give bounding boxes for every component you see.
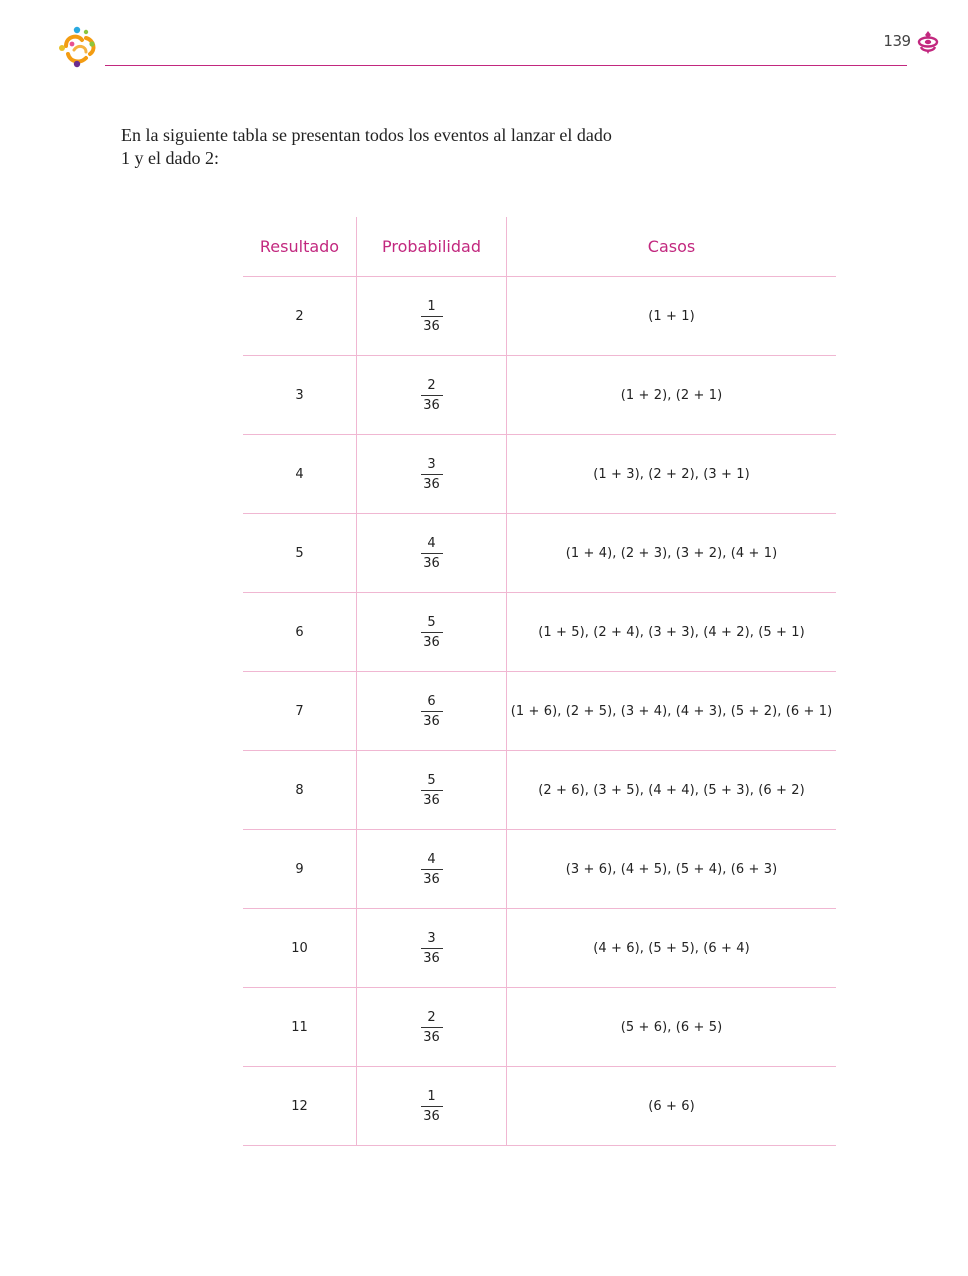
header-divider: [105, 65, 907, 66]
probability-cell: 6 36: [356, 671, 507, 751]
fraction-bar: [420, 868, 443, 870]
fraction-numerator: 5: [427, 614, 436, 630]
cases-cell: (3 + 6), (4 + 5), (5 + 4), (6 + 3): [506, 829, 836, 909]
table-row: 7 6 36 (1 + 6), (2 + 5), (3 + 4), (4 + 3), …: [243, 671, 836, 751]
cases-cell: (1 + 3), (2 + 2), (3 + 1): [506, 434, 836, 514]
table-row: 3 2 36 (1 + 2), (2 + 1): [243, 355, 836, 435]
fraction-bar: [420, 631, 443, 633]
header-resultado: Resultado: [243, 217, 357, 277]
fraction-denominator: 36: [423, 476, 440, 492]
probability-fraction: 2 36: [420, 378, 444, 413]
probability-fraction: 1 36: [420, 299, 444, 334]
probability-cell: 5 36: [356, 592, 507, 672]
table-row: 12 1 36 (6 + 6): [243, 1066, 836, 1146]
cases-cell: (1 + 5), (2 + 4), (3 + 3), (4 + 2), (5 +…: [506, 592, 836, 672]
cases-cell: (1 + 2), (2 + 1): [506, 355, 836, 435]
probability-fraction: 2 36: [420, 1010, 444, 1045]
fraction-numerator: 3: [427, 930, 436, 946]
probability-fraction: 5 36: [420, 615, 444, 650]
probability-fraction: 3 36: [420, 931, 444, 966]
page-number: 139: [883, 32, 911, 50]
result-cell: 6: [243, 592, 357, 672]
fraction-numerator: 6: [427, 693, 436, 709]
probability-fraction: 1 36: [420, 1089, 444, 1124]
probability-cell: 3 36: [356, 908, 507, 988]
probability-cell: 4 36: [356, 829, 507, 909]
fraction-numerator: 4: [427, 535, 436, 551]
probability-fraction: 4 36: [420, 536, 444, 571]
cases-cell: (1 + 6), (2 + 5), (3 + 4), (4 + 3), (5 +…: [506, 671, 836, 751]
cases-cell: (2 + 6), (3 + 5), (4 + 4), (5 + 3), (6 +…: [506, 750, 836, 830]
cases-cell: (6 + 6): [506, 1066, 836, 1146]
probability-cell: 4 36: [356, 513, 507, 593]
fraction-denominator: 36: [423, 318, 440, 334]
fraction-bar: [420, 552, 443, 554]
cases-cell: (1 + 1): [506, 276, 836, 356]
result-cell: 8: [243, 750, 357, 830]
result-cell: 10: [243, 908, 357, 988]
fraction-denominator: 36: [423, 397, 440, 413]
cases-cell: (1 + 4), (2 + 3), (3 + 2), (4 + 1): [506, 513, 836, 593]
header-probabilidad: Probabilidad: [356, 217, 507, 277]
table-body: 2 1 36 (1 + 1) 3 2 36 (1 + 2), (2 + 1) 4 3 36 (1 + …: [243, 276, 836, 1146]
fraction-bar: [420, 947, 443, 949]
probability-cell: 2 36: [356, 987, 507, 1067]
sep-emblem-icon: [917, 30, 939, 54]
probability-cell: 2 36: [356, 355, 507, 435]
fraction-bar: [420, 1105, 443, 1107]
fraction-bar: [420, 710, 443, 712]
probability-cell: 5 36: [356, 750, 507, 830]
fraction-bar: [420, 789, 443, 791]
fraction-numerator: 1: [427, 1088, 436, 1104]
header-casos: Casos: [506, 217, 836, 277]
result-cell: 4: [243, 434, 357, 514]
probability-cell: 1 36: [356, 276, 507, 356]
fraction-denominator: 36: [423, 634, 440, 650]
probability-cell: 1 36: [356, 1066, 507, 1146]
probability-cell: 3 36: [356, 434, 507, 514]
table-row: 5 4 36 (1 + 4), (2 + 3), (3 + 2), (4 + 1): [243, 513, 836, 593]
fraction-bar: [420, 473, 443, 475]
fraction-numerator: 1: [427, 298, 436, 314]
fraction-denominator: 36: [423, 792, 440, 808]
result-cell: 2: [243, 276, 357, 356]
probability-fraction: 6 36: [420, 694, 444, 729]
result-cell: 11: [243, 987, 357, 1067]
result-cell: 9: [243, 829, 357, 909]
fraction-denominator: 36: [423, 555, 440, 571]
table-row: 11 2 36 (5 + 6), (6 + 5): [243, 987, 836, 1067]
fraction-numerator: 5: [427, 772, 436, 788]
table-row: 8 5 36 (2 + 6), (3 + 5), (4 + 4), (5 + 3), …: [243, 750, 836, 830]
probability-fraction: 5 36: [420, 773, 444, 808]
fraction-bar: [420, 1026, 443, 1028]
fraction-denominator: 36: [423, 1029, 440, 1045]
fraction-bar: [420, 315, 443, 317]
fraction-numerator: 2: [427, 377, 436, 393]
fraction-denominator: 36: [423, 713, 440, 729]
fraction-denominator: 36: [423, 950, 440, 966]
cases-cell: (4 + 6), (5 + 5), (6 + 4): [506, 908, 836, 988]
program-logo-icon: [56, 24, 102, 70]
result-cell: 3: [243, 355, 357, 435]
fraction-denominator: 36: [423, 871, 440, 887]
probability-fraction: 4 36: [420, 852, 444, 887]
result-cell: 5: [243, 513, 357, 593]
table-row: 4 3 36 (1 + 3), (2 + 2), (3 + 1): [243, 434, 836, 514]
table-row: 2 1 36 (1 + 1): [243, 276, 836, 356]
fraction-numerator: 2: [427, 1009, 436, 1025]
table-header-row: Resultado Probabilidad Casos: [243, 217, 836, 277]
probability-table: Resultado Probabilidad Casos 2 1 36 (1 + 1)…: [243, 217, 836, 1146]
intro-paragraph: En la siguiente tabla se presentan todos…: [121, 125, 612, 168]
cases-cell: (5 + 6), (6 + 5): [506, 987, 836, 1067]
fraction-numerator: 3: [427, 456, 436, 472]
probability-fraction: 3 36: [420, 457, 444, 492]
table-row: 6 5 36 (1 + 5), (2 + 4), (3 + 3), (4 + 2), …: [243, 592, 836, 672]
table-row: 10 3 36 (4 + 6), (5 + 5), (6 + 4): [243, 908, 836, 988]
result-cell: 7: [243, 671, 357, 751]
fraction-bar: [420, 394, 443, 396]
fraction-numerator: 4: [427, 851, 436, 867]
fraction-denominator: 36: [423, 1108, 440, 1124]
result-cell: 12: [243, 1066, 357, 1146]
table-row: 9 4 36 (3 + 6), (4 + 5), (5 + 4), (6 + 3): [243, 829, 836, 909]
